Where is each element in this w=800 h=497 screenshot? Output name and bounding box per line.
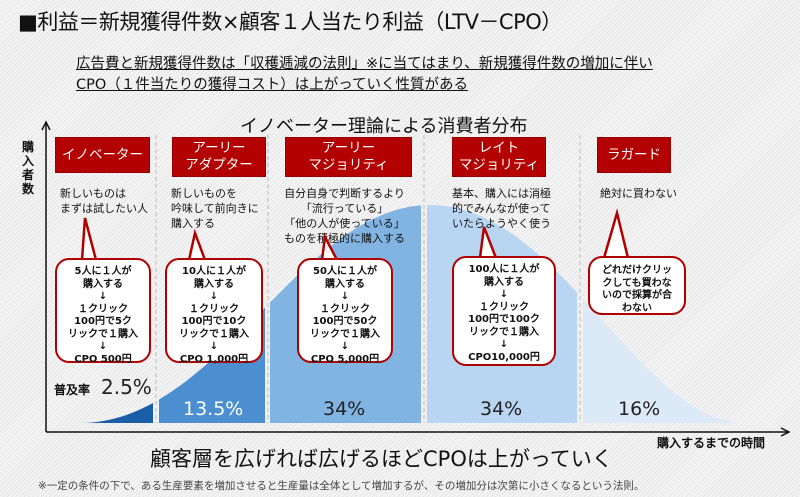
chart-title: イノベーター理論による消費者分布 bbox=[240, 116, 528, 137]
x-axis-label: 購入するまでの時間 bbox=[657, 436, 766, 450]
segment-desc-early-adopters: 新しいものを 吟味して前向きに 購入する bbox=[171, 187, 259, 230]
share-early-adopters: 13.5% bbox=[183, 398, 244, 420]
speech-bubble-late-majority: 100人に１人が 購入する ↓ １クリック 100円で100ク リックで１購入 … bbox=[452, 256, 556, 366]
segment-desc-innovators: 新しいものは まずは試したい人 bbox=[60, 187, 148, 215]
segment-label-early-adopters: アーリー アダプター bbox=[172, 137, 266, 177]
segment-desc-laggards: 絶対に買わない bbox=[600, 187, 677, 200]
share-early-majority: 34% bbox=[323, 398, 366, 420]
segment-desc-late-majority: 基本、購入には消極 的でみんなが使って いたらようやく使う bbox=[452, 187, 551, 230]
subtitle-line: CPO（１件当たりの獲得コスト）は上がっていく性質がある bbox=[76, 77, 469, 93]
segment-desc-early-majority: 自分自身で判断するより 「流行っている」 「他の人が使っている」 ものを積極的に… bbox=[284, 187, 405, 245]
share-prefix: 普及率 bbox=[54, 383, 91, 397]
speech-bubble-laggards: どれだけクリッ クしても買わな いので採算が合 わない bbox=[588, 256, 686, 315]
subtitle-line: 広告費と新規獲得件数は「収穫逓減の法則」※に当てはまり、新規獲得件数の増加に伴い bbox=[76, 56, 653, 72]
segment-label-innovators: イノベーター bbox=[55, 137, 150, 173]
share-innovators: 2.5% bbox=[101, 375, 152, 399]
segment-dividers bbox=[155, 135, 581, 423]
conclusion-text: 顧客層を広げれば広げるほどCPOは上がっていく bbox=[150, 447, 613, 471]
speech-bubble-early-majority: 50人に１人が 購入する ↓ １クリック 100円で50ク リックで１購入 ↓ … bbox=[297, 258, 393, 365]
share-laggards: 16% bbox=[618, 398, 661, 420]
page-title: ■利益＝新規獲得件数×顧客１人当たり利益（LTV－CPO） bbox=[18, 10, 562, 34]
subtitle: 広告費と新規獲得件数は「収穫逓減の法則」※に当てはまり、新規獲得件数の増加に伴い… bbox=[76, 54, 653, 96]
segment-label-early-majority: アーリー マジョリティ bbox=[285, 137, 412, 177]
footnote: ※一定の条件の下で、ある生産要素を増加させると生産量は全体として増加するが、その… bbox=[38, 480, 645, 492]
speech-bubble-innovators: 5人に１人が 購入する ↓ １クリック 100円で5ク リックで１購入 ↓ CP… bbox=[55, 258, 151, 365]
axes bbox=[41, 120, 791, 437]
speech-bubble-early-adopters: 10人に１人が 購入する ↓ １クリック 100円で10ク リックで１購入 ↓ … bbox=[165, 258, 263, 365]
share-late-majority: 34% bbox=[480, 398, 523, 420]
y-axis-label: 購入者数 bbox=[22, 140, 35, 196]
segment-label-laggards: ラガード bbox=[597, 137, 671, 173]
segment-label-late-majority: レイト マジョリティ bbox=[452, 137, 546, 177]
